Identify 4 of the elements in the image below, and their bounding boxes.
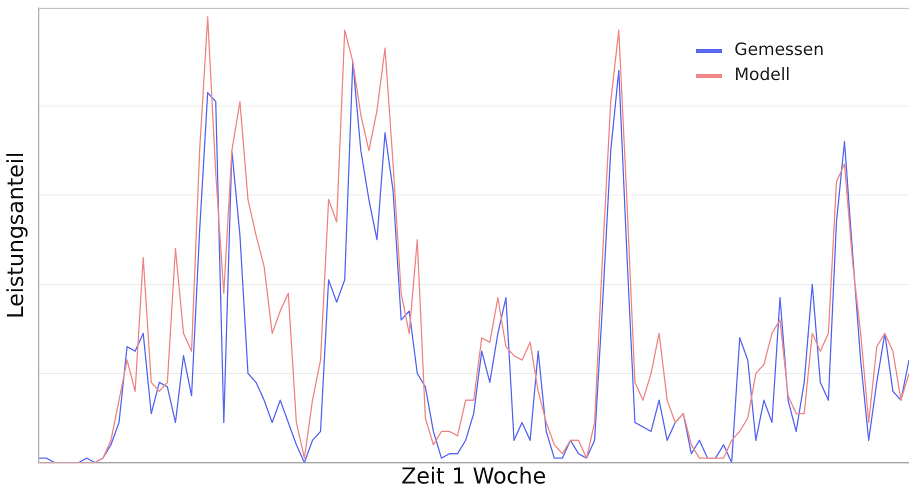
legend-label: Gemessen <box>734 39 824 62</box>
x-axis-title: Zeit 1 Woche <box>401 464 546 490</box>
legend-label: Modell <box>734 64 790 87</box>
y-axis-title: Leistungsanteil <box>4 152 29 319</box>
